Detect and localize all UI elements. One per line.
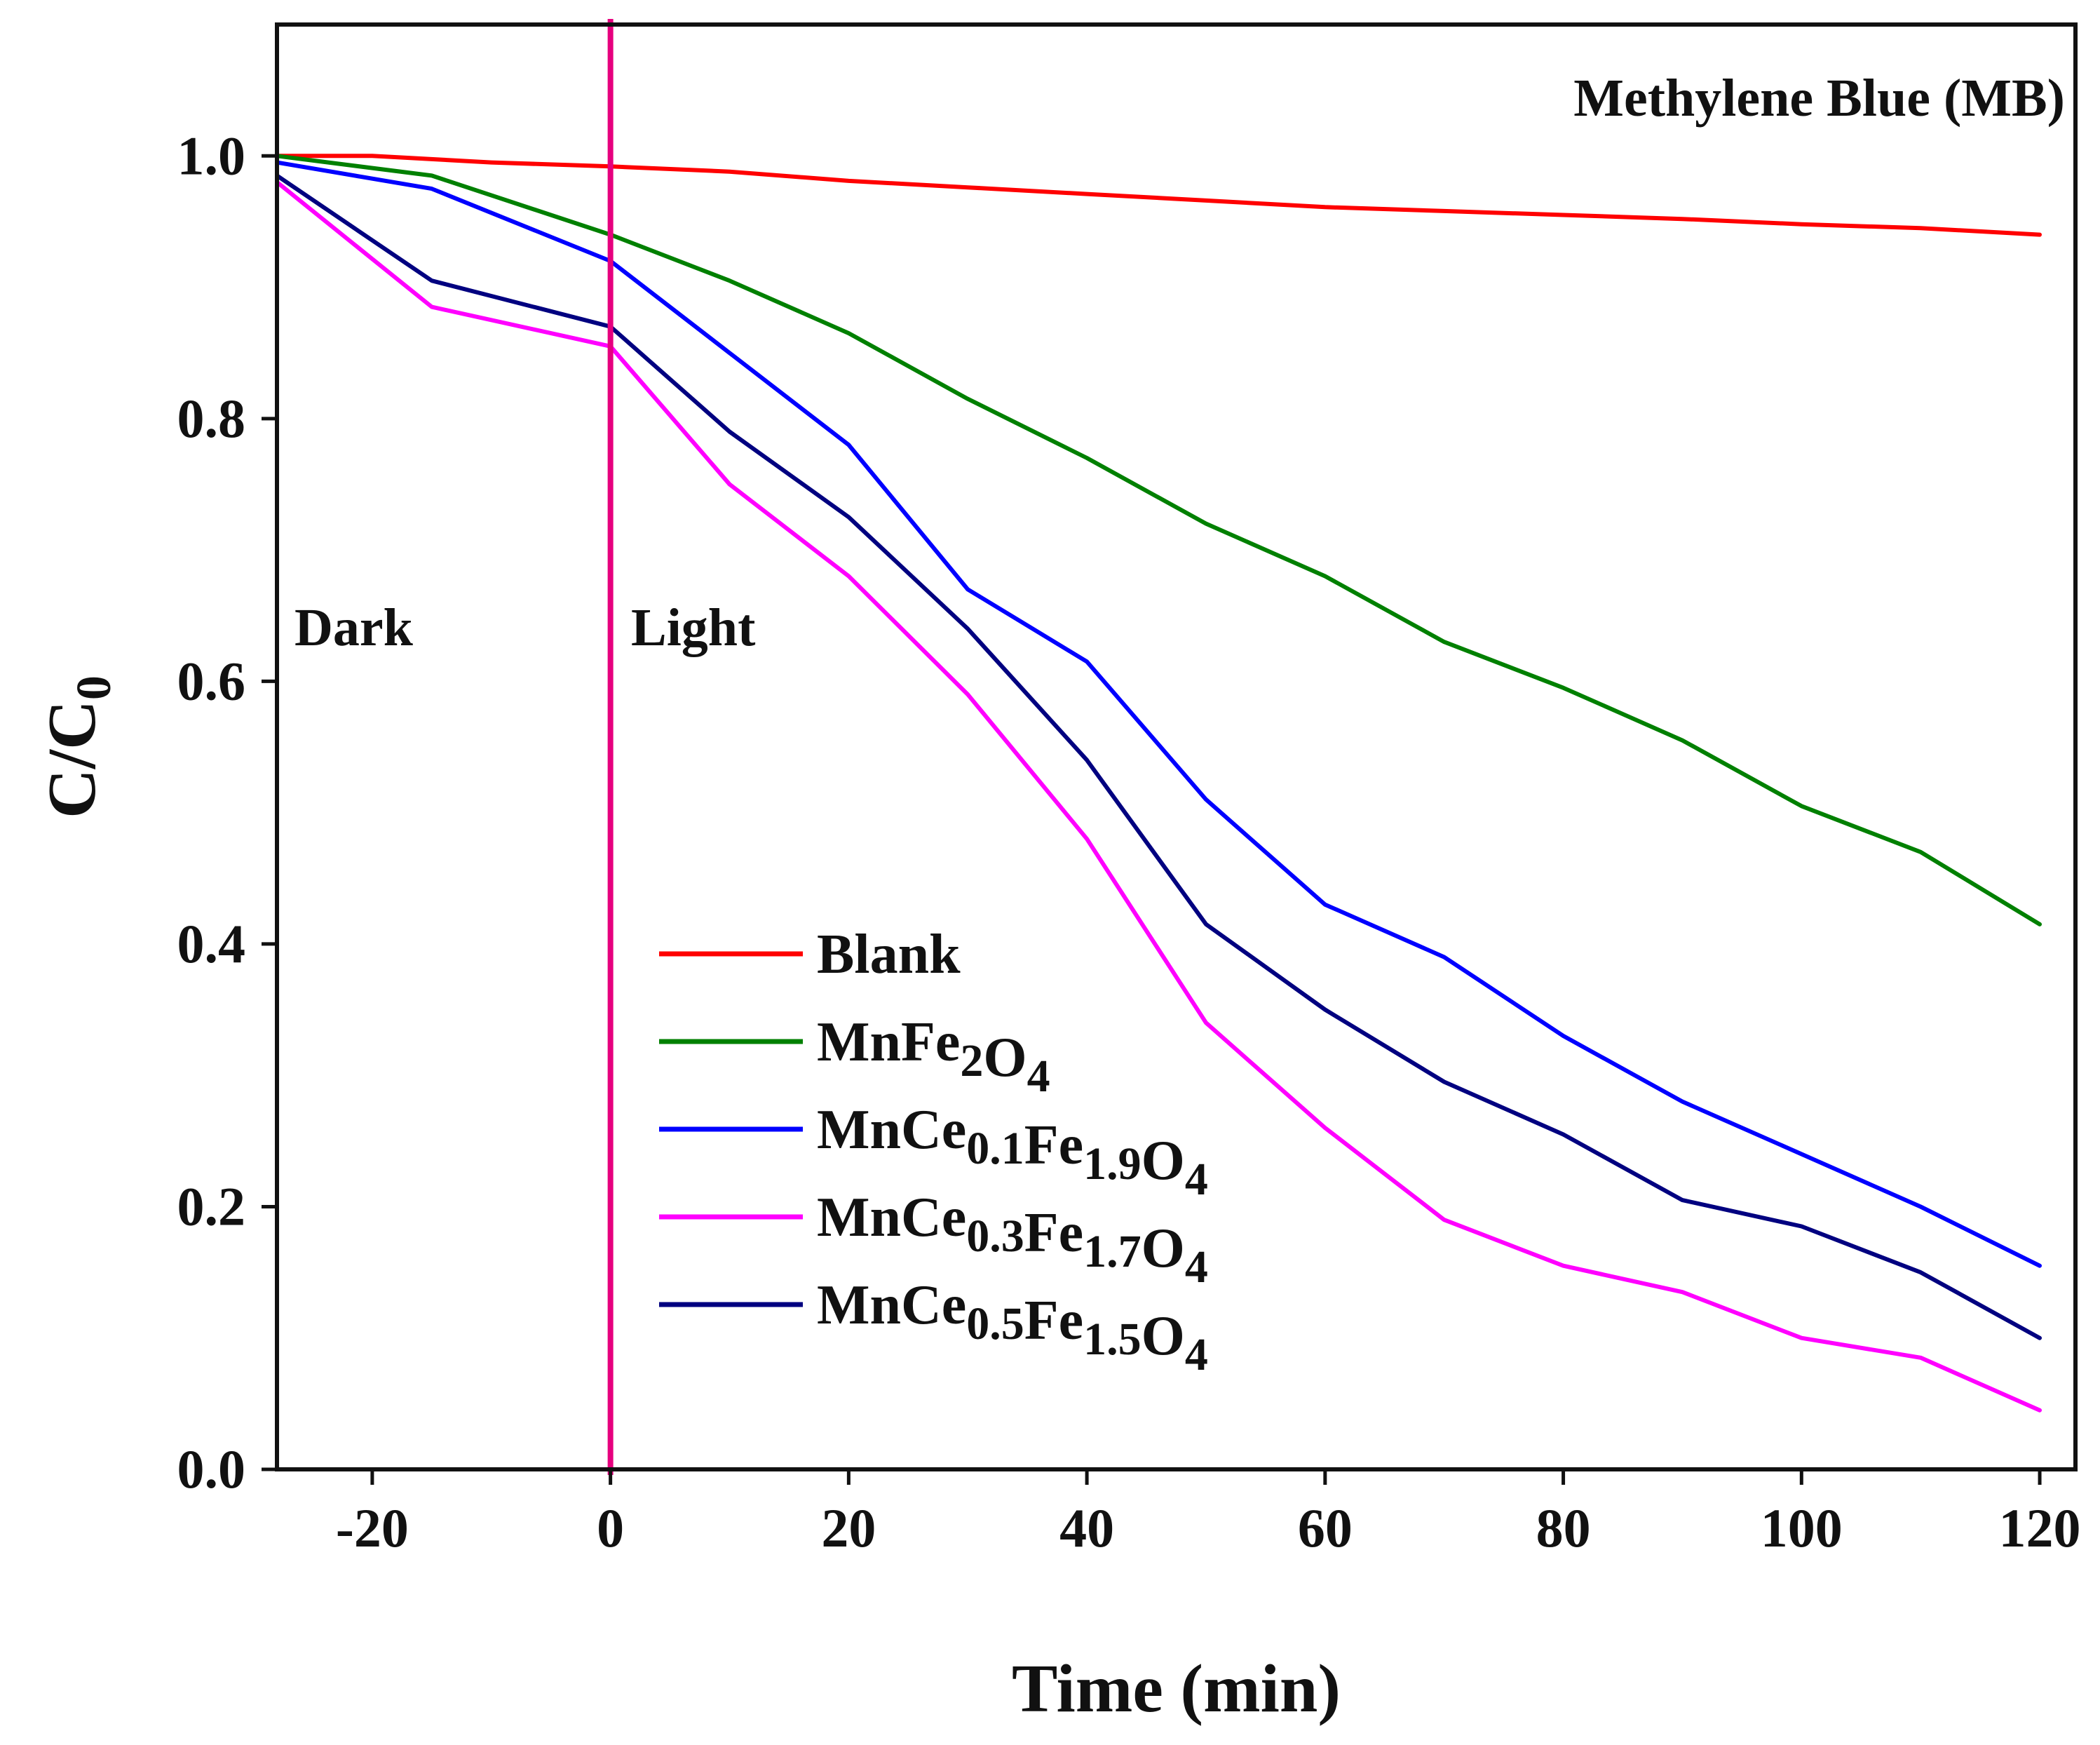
dark-region-label: Dark (294, 598, 414, 657)
legend-label-2: MnCe0.1Fe1.9O4 (817, 1099, 1208, 1205)
legend-label-1: MnFe2O4 (817, 1011, 1050, 1102)
series-layer (275, 154, 2042, 1413)
series-line-0 (275, 154, 2042, 237)
x-tick-label: 120 (1999, 1497, 2081, 1558)
legend: Blank MnFe2O4MnCe0.1Fe1.9O4MnCe0.3Fe1.7O4… (659, 924, 1208, 1380)
x-tick-label: -20 (336, 1497, 409, 1558)
light-region-label: Light (631, 598, 755, 657)
dye-annotation: Methylene Blue (MB) (1573, 69, 2065, 128)
x-axis-title: Time (min) (1012, 1651, 1341, 1727)
y-tick-label: 0.6 (177, 650, 246, 711)
x-tick-label: 60 (1298, 1497, 1353, 1558)
y-axis-title: C/C0 (34, 675, 121, 818)
legend-label-0: Blank (817, 924, 961, 985)
series-line-1 (275, 154, 2042, 927)
x-tick-label: 80 (1536, 1497, 1591, 1558)
series-line-4 (275, 173, 2042, 1340)
x-tick-label: 40 (1059, 1497, 1114, 1558)
y-axis-title-subscript: 0 (67, 675, 121, 700)
x-tick-label: 20 (821, 1497, 876, 1558)
y-tick-label: 0.4 (177, 913, 246, 974)
legend-label-3: MnCe0.3Fe1.7O4 (817, 1187, 1208, 1293)
y-tick-label: 0.2 (177, 1175, 246, 1237)
series-line-3 (275, 180, 2042, 1413)
series-line-2 (275, 160, 2042, 1268)
x-tick-label: 100 (1761, 1497, 1843, 1558)
x-tick-label: 0 (597, 1497, 624, 1558)
y-tick-label: 0.0 (177, 1439, 246, 1500)
y-tick-label: 0.8 (177, 388, 246, 449)
y-axis-title-main: C/C (34, 700, 110, 818)
legend-label-4: MnCe0.5Fe1.5O4 (817, 1274, 1208, 1380)
y-tick-label: 1.0 (177, 125, 246, 186)
tick-layer: -20 0 20 40 60 80 100 120 0.0 0.2 0.4 0.6 0.8 1.0 (177, 125, 2081, 1558)
plot-frame (275, 22, 2078, 1471)
